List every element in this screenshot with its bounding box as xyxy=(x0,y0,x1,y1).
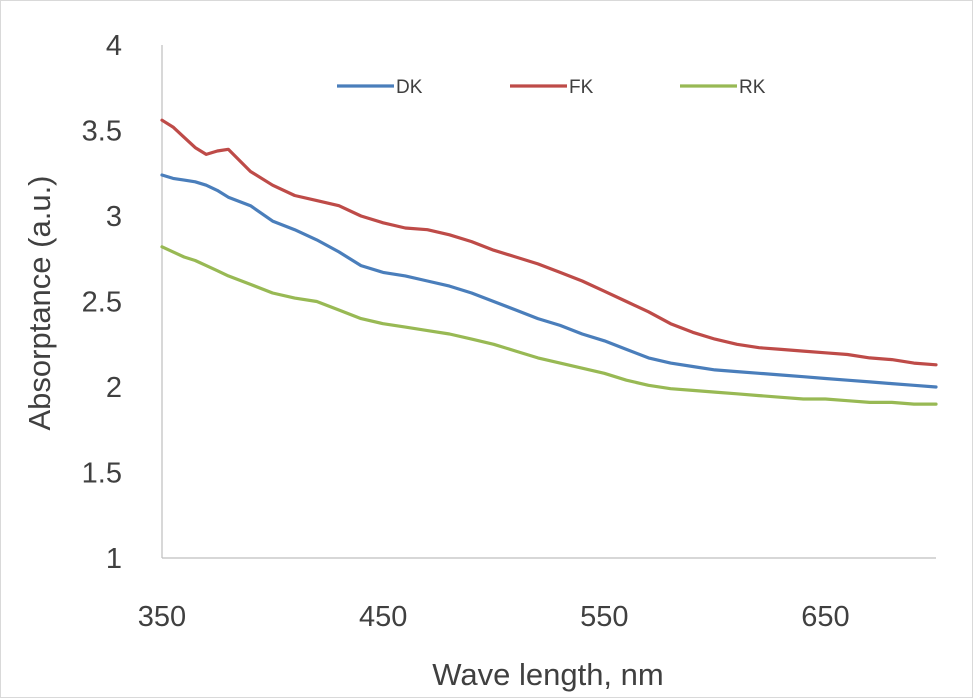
x-tick-label: 650 xyxy=(801,601,849,633)
y-tick-label: 4 xyxy=(106,30,122,62)
x-tick-label: 350 xyxy=(138,601,186,633)
series-line-dk xyxy=(160,173,938,389)
y-tick-label: 1 xyxy=(106,543,122,575)
series-line-fk xyxy=(160,118,938,367)
x-tick-label: 550 xyxy=(580,601,628,633)
y-tick-label: 2 xyxy=(106,372,122,404)
y-tick-label: 3 xyxy=(106,201,122,233)
y-tick-labels: 1 1.5 2 2.5 3 3.5 4 xyxy=(82,30,122,575)
legend-label-rk: RK xyxy=(739,77,766,98)
series-layer xyxy=(160,118,938,406)
legend: DK FK RK xyxy=(337,77,766,98)
y-tick-label: 3.5 xyxy=(82,116,122,148)
legend-label-dk: DK xyxy=(396,77,423,98)
series-line-rk xyxy=(160,245,938,406)
x-tick-label: 450 xyxy=(359,601,407,633)
x-tick-labels: 350 450 550 650 xyxy=(138,601,850,633)
y-tick-label: 2.5 xyxy=(82,287,122,319)
y-tick-label: 1.5 xyxy=(82,458,122,490)
y-axis-title: Absorptance (a.u.) xyxy=(22,175,57,430)
legend-label-fk: FK xyxy=(569,77,594,98)
x-axis-title: Wave length, nm xyxy=(432,657,663,692)
